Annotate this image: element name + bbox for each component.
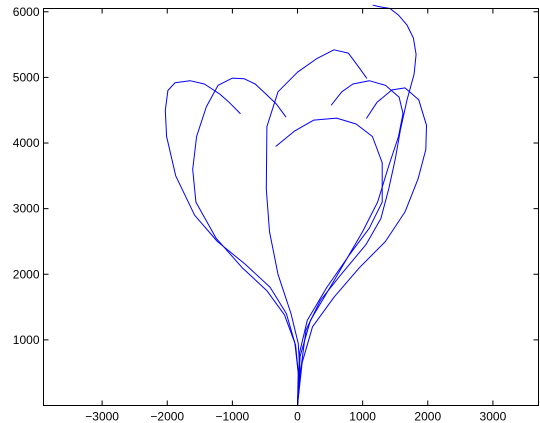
trajectory-line-3 (265, 49, 368, 406)
trajectory-line-5 (275, 117, 383, 406)
x-tick-label: −3000 (85, 410, 119, 423)
y-tick-label: 2000 (13, 267, 40, 281)
x-axis-ticks: −3000 −2000 −1000 0 1000 2000 3000 (85, 8, 507, 423)
x-tick-label: 1000 (349, 410, 376, 423)
y-axis-ticks: 1000 2000 3000 4000 5000 6000 (13, 5, 539, 347)
x-tick-label: −1000 (216, 410, 250, 423)
trajectory-line-2 (192, 77, 300, 406)
trajectory-line-7 (297, 4, 417, 406)
plot-frame (43, 8, 539, 406)
trajectory-line-1 (164, 80, 299, 406)
y-tick-label: 6000 (13, 5, 40, 19)
y-tick-label: 4000 (13, 136, 40, 150)
y-tick-label: 1000 (13, 333, 40, 347)
y-tick-label: 5000 (13, 70, 40, 84)
x-tick-label: 3000 (480, 410, 507, 423)
plot-lines (164, 4, 427, 406)
y-tick-label: 3000 (13, 202, 40, 216)
trajectory-line-4 (297, 80, 404, 406)
x-tick-label: 2000 (414, 410, 441, 423)
x-tick-label: 0 (294, 410, 301, 423)
trajectory-line-6 (297, 87, 427, 406)
x-tick-label: −2000 (150, 410, 184, 423)
